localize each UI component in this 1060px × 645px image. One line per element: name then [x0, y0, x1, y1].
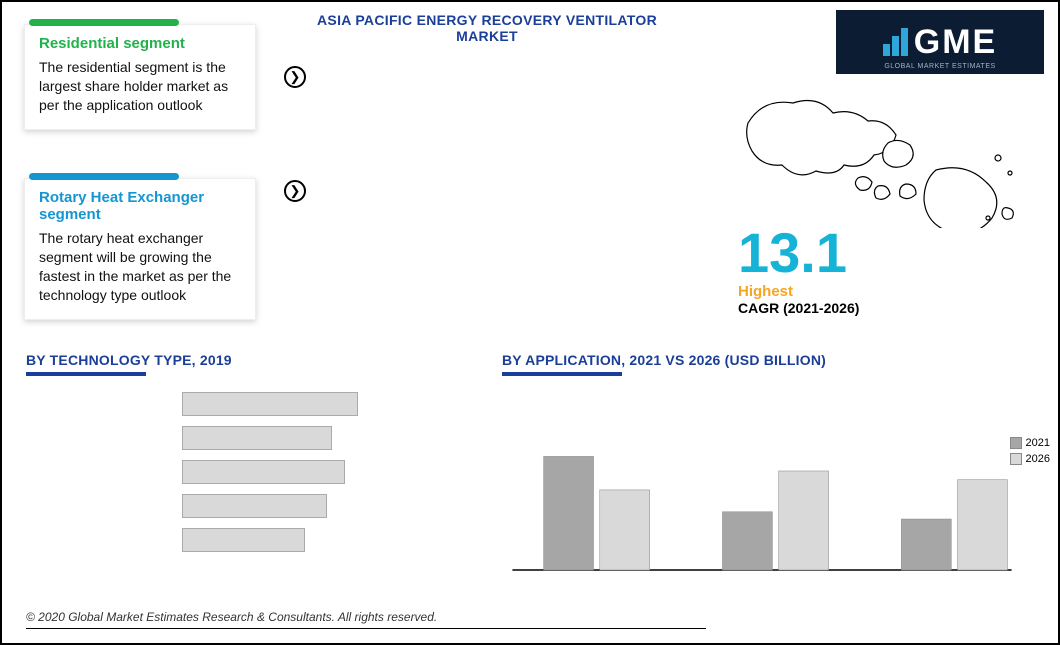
- tech-type-chart: [42, 392, 442, 592]
- legend-swatch: [1010, 437, 1022, 449]
- tech-bar-row: [42, 426, 442, 450]
- region-map-panel: 13.1 Highest CAGR (2021-2026): [738, 88, 1038, 288]
- copyright-text: © 2020 Global Market Estimates Research …: [26, 610, 706, 629]
- tech-type-heading: BY TECHNOLOGY TYPE, 2019: [26, 352, 232, 376]
- logo-text: GME: [914, 23, 997, 62]
- logo-subtitle: GLOBAL MARKET ESTIMATES: [836, 63, 1044, 70]
- tech-bar: [182, 426, 332, 450]
- card-accent: [29, 173, 179, 180]
- tech-bar-row: [42, 494, 442, 518]
- chevron-bullet-icon: [284, 180, 306, 202]
- legend-label: 2026: [1026, 453, 1050, 465]
- tech-bar: [182, 494, 327, 518]
- brand-logo: GME GLOBAL MARKET ESTIMATES: [836, 10, 1044, 74]
- logo-bars-icon: [883, 28, 908, 56]
- app-bar: [779, 471, 829, 570]
- app-bar: [722, 512, 772, 570]
- tech-bar-row: [42, 392, 442, 416]
- legend-swatch: [1010, 453, 1022, 465]
- chevron-bullet-icon: [284, 66, 306, 88]
- tech-type-heading-text: BY TECHNOLOGY TYPE, 2019: [26, 352, 232, 368]
- application-underline: [502, 372, 622, 376]
- card-title: Residential segment: [25, 25, 255, 56]
- tech-bar: [182, 460, 345, 484]
- cagr-period-label: CAGR (2021-2026): [738, 300, 1038, 316]
- page-title: ASIA PACIFIC ENERGY RECOVERY VENTILATOR …: [312, 12, 662, 44]
- tech-bar-row: [42, 528, 442, 552]
- legend-item: 2021: [1010, 437, 1050, 449]
- legend-label: 2021: [1026, 437, 1050, 449]
- cagr-highest-label: Highest: [738, 283, 1038, 300]
- tech-type-underline: [26, 372, 146, 376]
- card-accent: [29, 19, 179, 26]
- tech-bar: [182, 528, 305, 552]
- application-chart: [502, 387, 1022, 597]
- tech-bar: [182, 392, 358, 416]
- asia-pacific-map-icon: [738, 88, 1038, 228]
- application-heading: BY APPLICATION, 2021 VS 2026 (USD BILLIO…: [502, 352, 826, 376]
- app-bar: [958, 480, 1008, 570]
- app-bar: [901, 519, 951, 570]
- application-heading-text: BY APPLICATION, 2021 VS 2026 (USD BILLIO…: [502, 352, 826, 368]
- card-title: Rotary Heat Exchanger segment: [25, 179, 255, 227]
- application-legend: 2021 2026: [1010, 437, 1050, 469]
- card-desc: The rotary heat exchanger segment will b…: [25, 227, 255, 319]
- app-bar: [544, 456, 594, 570]
- legend-item: 2026: [1010, 453, 1050, 465]
- card-desc: The residential segment is the largest s…: [25, 56, 255, 129]
- cagr-value: 13.1: [738, 225, 1038, 281]
- app-bar: [600, 490, 650, 570]
- info-card-1: Rotary Heat Exchanger segmentThe rotary …: [24, 178, 256, 320]
- tech-bar-row: [42, 460, 442, 484]
- info-card-0: Residential segmentThe residential segme…: [24, 24, 256, 130]
- infographic-canvas: ASIA PACIFIC ENERGY RECOVERY VENTILATOR …: [0, 0, 1060, 645]
